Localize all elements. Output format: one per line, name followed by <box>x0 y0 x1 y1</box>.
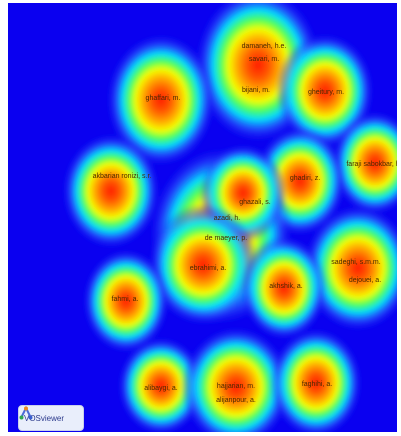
author-label[interactable]: savari, m. <box>249 56 279 63</box>
author-label[interactable]: faghihi, a. <box>302 381 332 388</box>
density-blob-faraji[interactable] <box>331 110 398 216</box>
author-label[interactable]: ebrahimi, a. <box>190 265 227 272</box>
author-label[interactable]: dejouei, a. <box>349 277 381 284</box>
density-blob-akbarian[interactable] <box>61 133 161 249</box>
density-blob-hajjarian[interactable] <box>180 326 292 432</box>
author-label[interactable]: ghaffari, m. <box>146 95 181 102</box>
vosviewer-logo-text: VOSviewer <box>24 413 65 423</box>
density-blob-main-3[interactable] <box>147 204 259 326</box>
author-label[interactable]: akbarian ronizi, s.r. <box>93 173 152 180</box>
author-label[interactable]: hajjarian, m. <box>217 383 255 390</box>
density-blob-gheitury[interactable] <box>275 33 375 149</box>
author-label[interactable]: damaneh, h.e. <box>242 43 287 50</box>
author-label[interactable]: ghazali, s. <box>239 199 271 206</box>
density-blob-akhshik[interactable] <box>240 235 328 341</box>
vosviewer-logo[interactable]: VOSviewer <box>18 405 84 431</box>
density-map-svg[interactable]: damaneh, h.e. savari, m. bijani, m. ghaffar… <box>8 3 397 432</box>
density-blob-sadeghi[interactable] <box>302 204 397 332</box>
author-label[interactable]: alibaygi, a. <box>144 385 178 392</box>
author-label[interactable]: akhshik, a. <box>269 283 303 290</box>
density-blob-alibaygi[interactable] <box>117 336 205 432</box>
density-blobs <box>61 3 398 432</box>
density-blob-ghaffari[interactable] <box>105 33 217 167</box>
density-blob-fahmi[interactable] <box>82 248 170 354</box>
author-label[interactable]: bijani, m. <box>242 87 270 94</box>
author-label[interactable]: azadi, h. <box>214 215 241 222</box>
vosviewer-icon <box>19 406 33 420</box>
density-map-canvas[interactable]: damaneh, h.e. savari, m. bijani, m. ghaffar… <box>8 3 397 432</box>
author-label[interactable]: ghadiri, z. <box>290 175 320 182</box>
author-label[interactable]: de maeyer, p. <box>205 235 247 242</box>
author-labels: damaneh, h.e. savari, m. bijani, m. ghaffar… <box>93 43 397 404</box>
author-label[interactable]: fahmi, a. <box>112 296 139 303</box>
density-blob-faghihi[interactable] <box>269 327 363 432</box>
author-label[interactable]: alijanpour, a. <box>216 397 256 404</box>
author-label[interactable]: faraji sabokbar, h. <box>346 161 397 168</box>
author-label[interactable]: sadeghi, s.m.m. <box>331 259 380 266</box>
author-label[interactable]: gheitury, m. <box>308 89 344 96</box>
